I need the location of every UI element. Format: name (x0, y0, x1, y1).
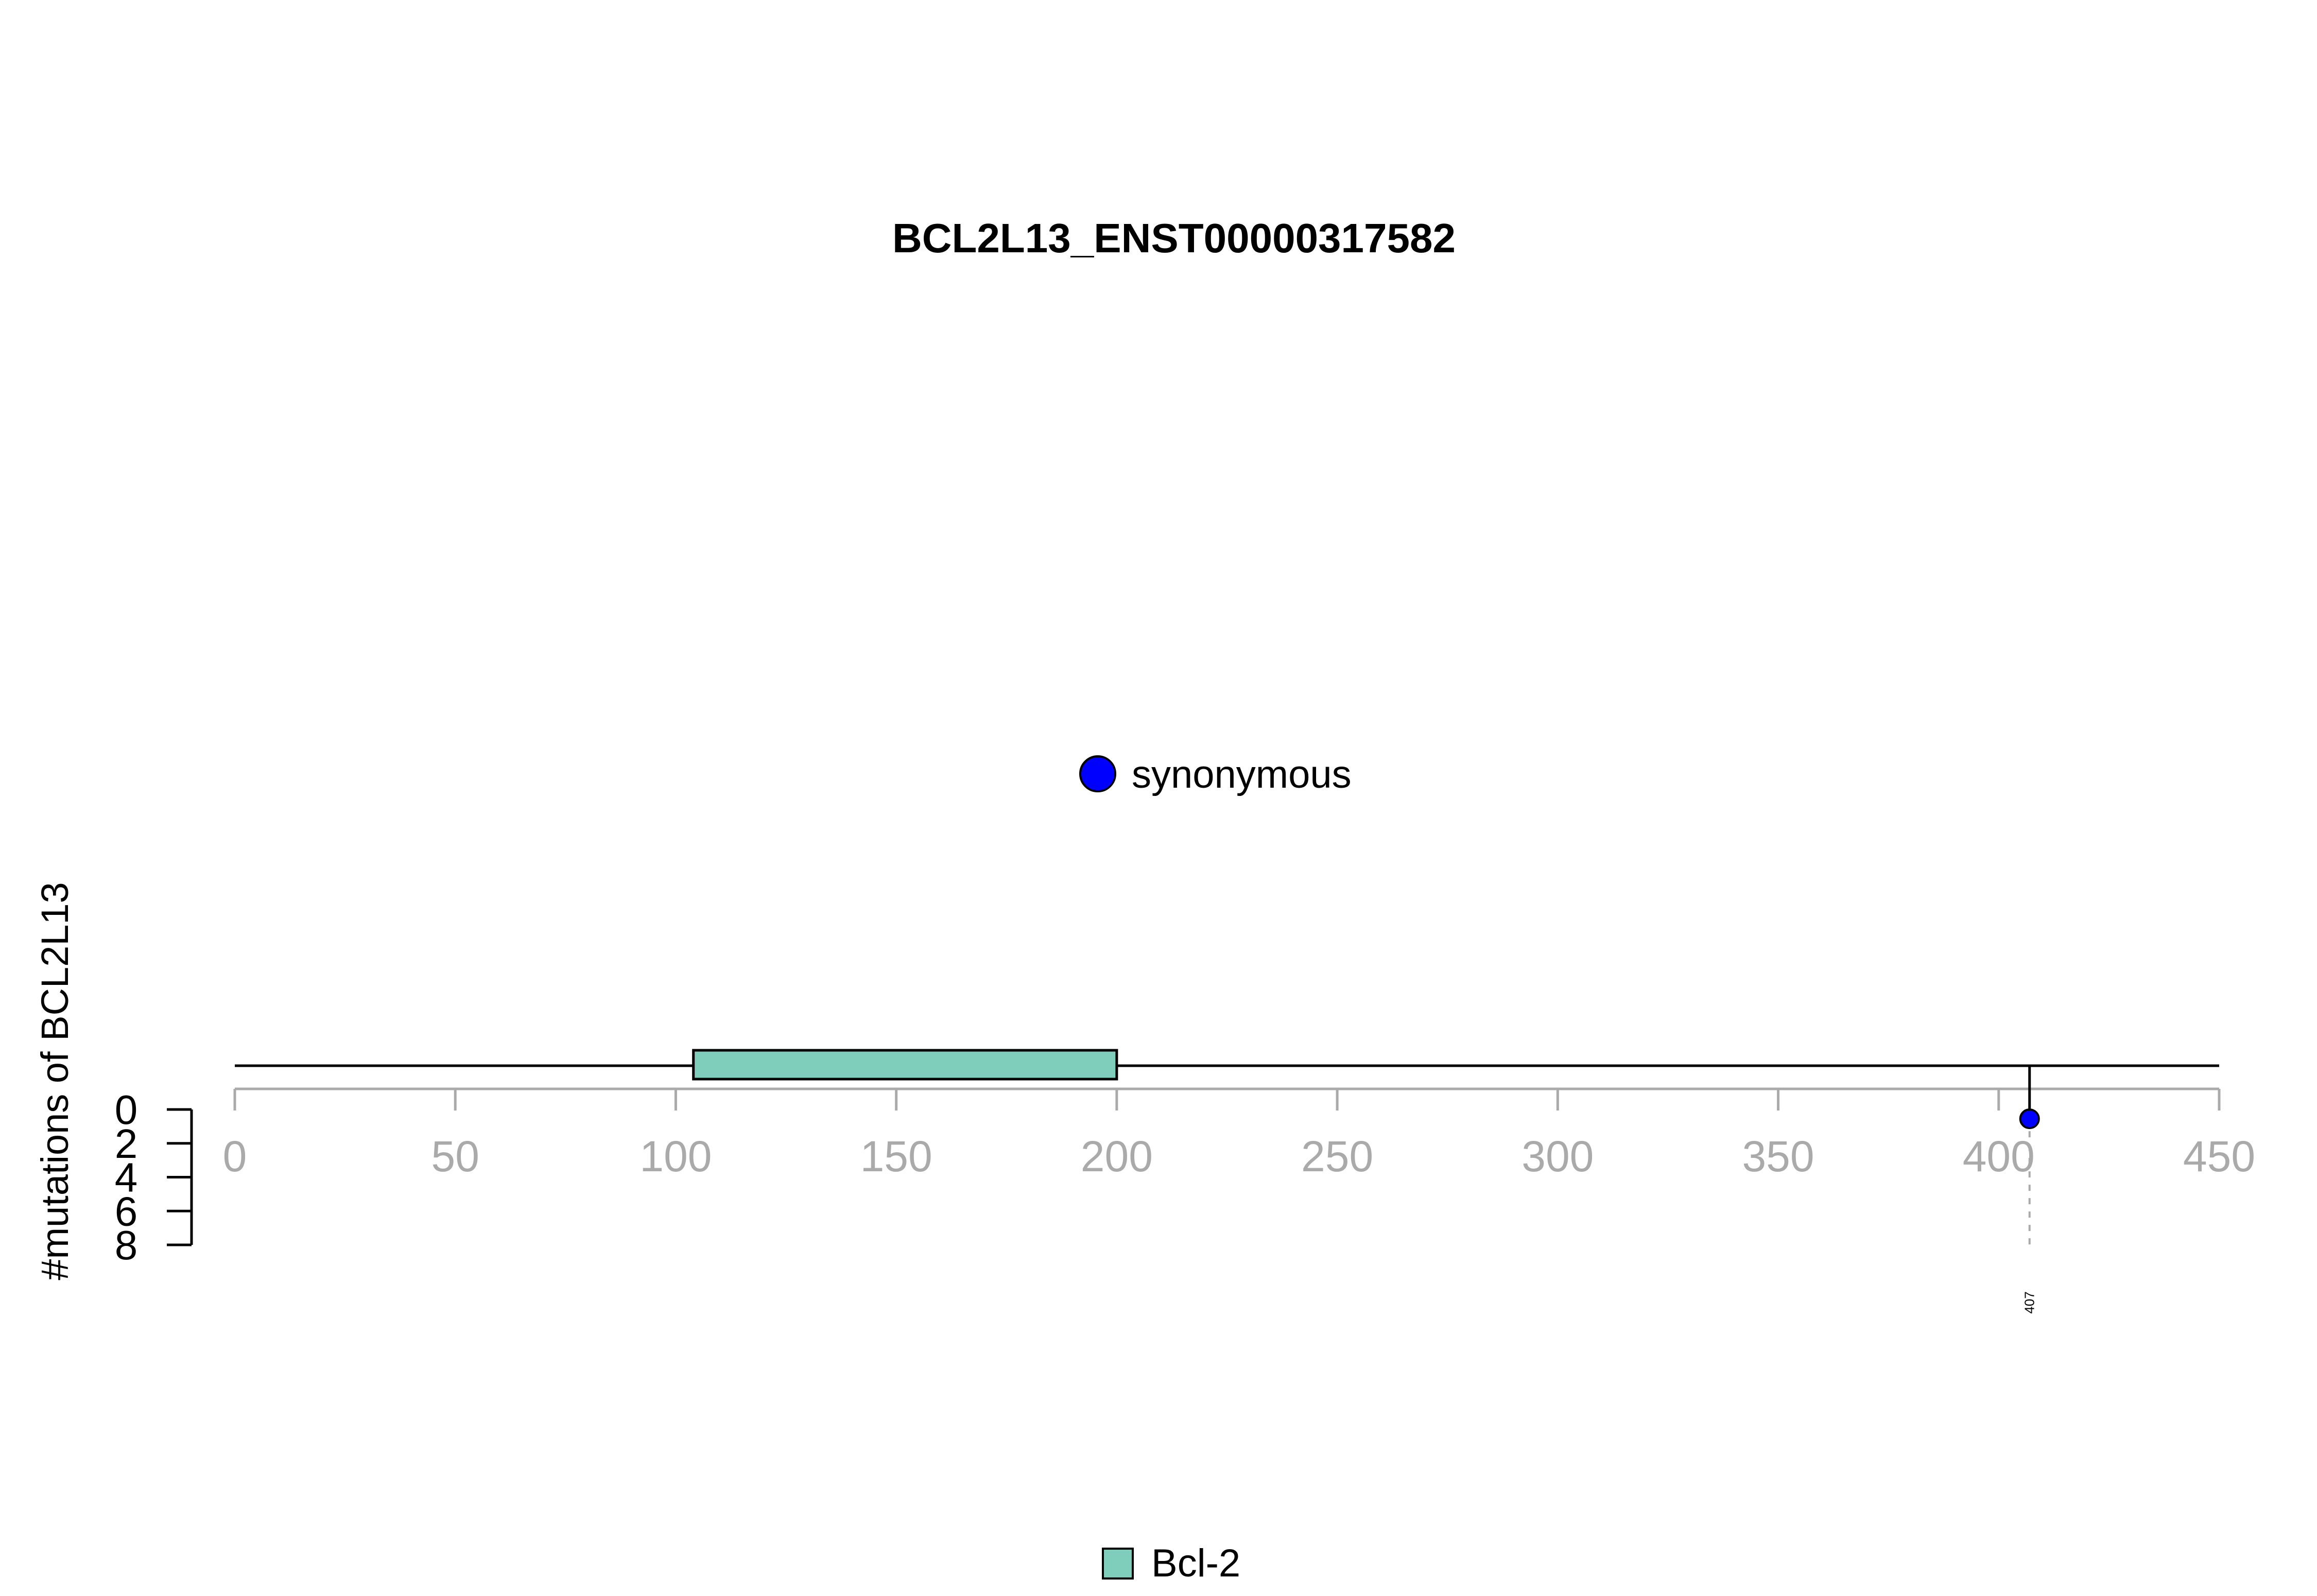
legend-swatch-bcl-2 (1102, 1548, 1134, 1580)
domain-box-bcl-2 (692, 1049, 1118, 1081)
y-tick-label: 4 (115, 1155, 138, 1201)
y-tick-label: 8 (115, 1222, 138, 1268)
x-tick-label: 100 (639, 1132, 712, 1181)
y-tick-label: 6 (115, 1188, 138, 1234)
x-tick-label: 350 (1742, 1132, 1814, 1181)
x-tick-label: 300 (1521, 1132, 1594, 1181)
domain-layer (692, 1049, 1118, 1081)
mutation-position-label: 407 (2022, 1291, 2037, 1313)
legend-label-bcl-2: Bcl-2 (1151, 1541, 1240, 1585)
x-tick-label: 450 (2183, 1132, 2255, 1181)
mutation-layer: 407 (2019, 1066, 2040, 1314)
y-tick-label: 0 (115, 1087, 138, 1133)
chart-title: BCL2L13_ENST00000317582 (892, 215, 1456, 261)
x-tick-label: 50 (431, 1132, 479, 1181)
y-axis-label: #mutations of BCL2L13 (33, 882, 76, 1280)
x-tick-label: 0 (223, 1132, 247, 1181)
x-tick-label: 400 (1963, 1132, 2035, 1181)
x-axis: 0 50 100 150 200 250 300 350 400 450 (223, 1087, 2255, 1181)
legend-marker-synonymous (1079, 755, 1116, 792)
legend-label-synonymous: synonymous (1132, 753, 1352, 796)
x-tick-label: 250 (1301, 1132, 1373, 1181)
x-tick-label: 150 (860, 1132, 932, 1181)
mutation-legend: synonymous (1079, 753, 1352, 796)
mutation-point (2019, 1108, 2040, 1130)
y-tick-label: 2 (115, 1121, 138, 1167)
x-tick-label: 200 (1081, 1132, 1153, 1181)
domain-legend: Bcl-2 (1102, 1541, 1240, 1585)
